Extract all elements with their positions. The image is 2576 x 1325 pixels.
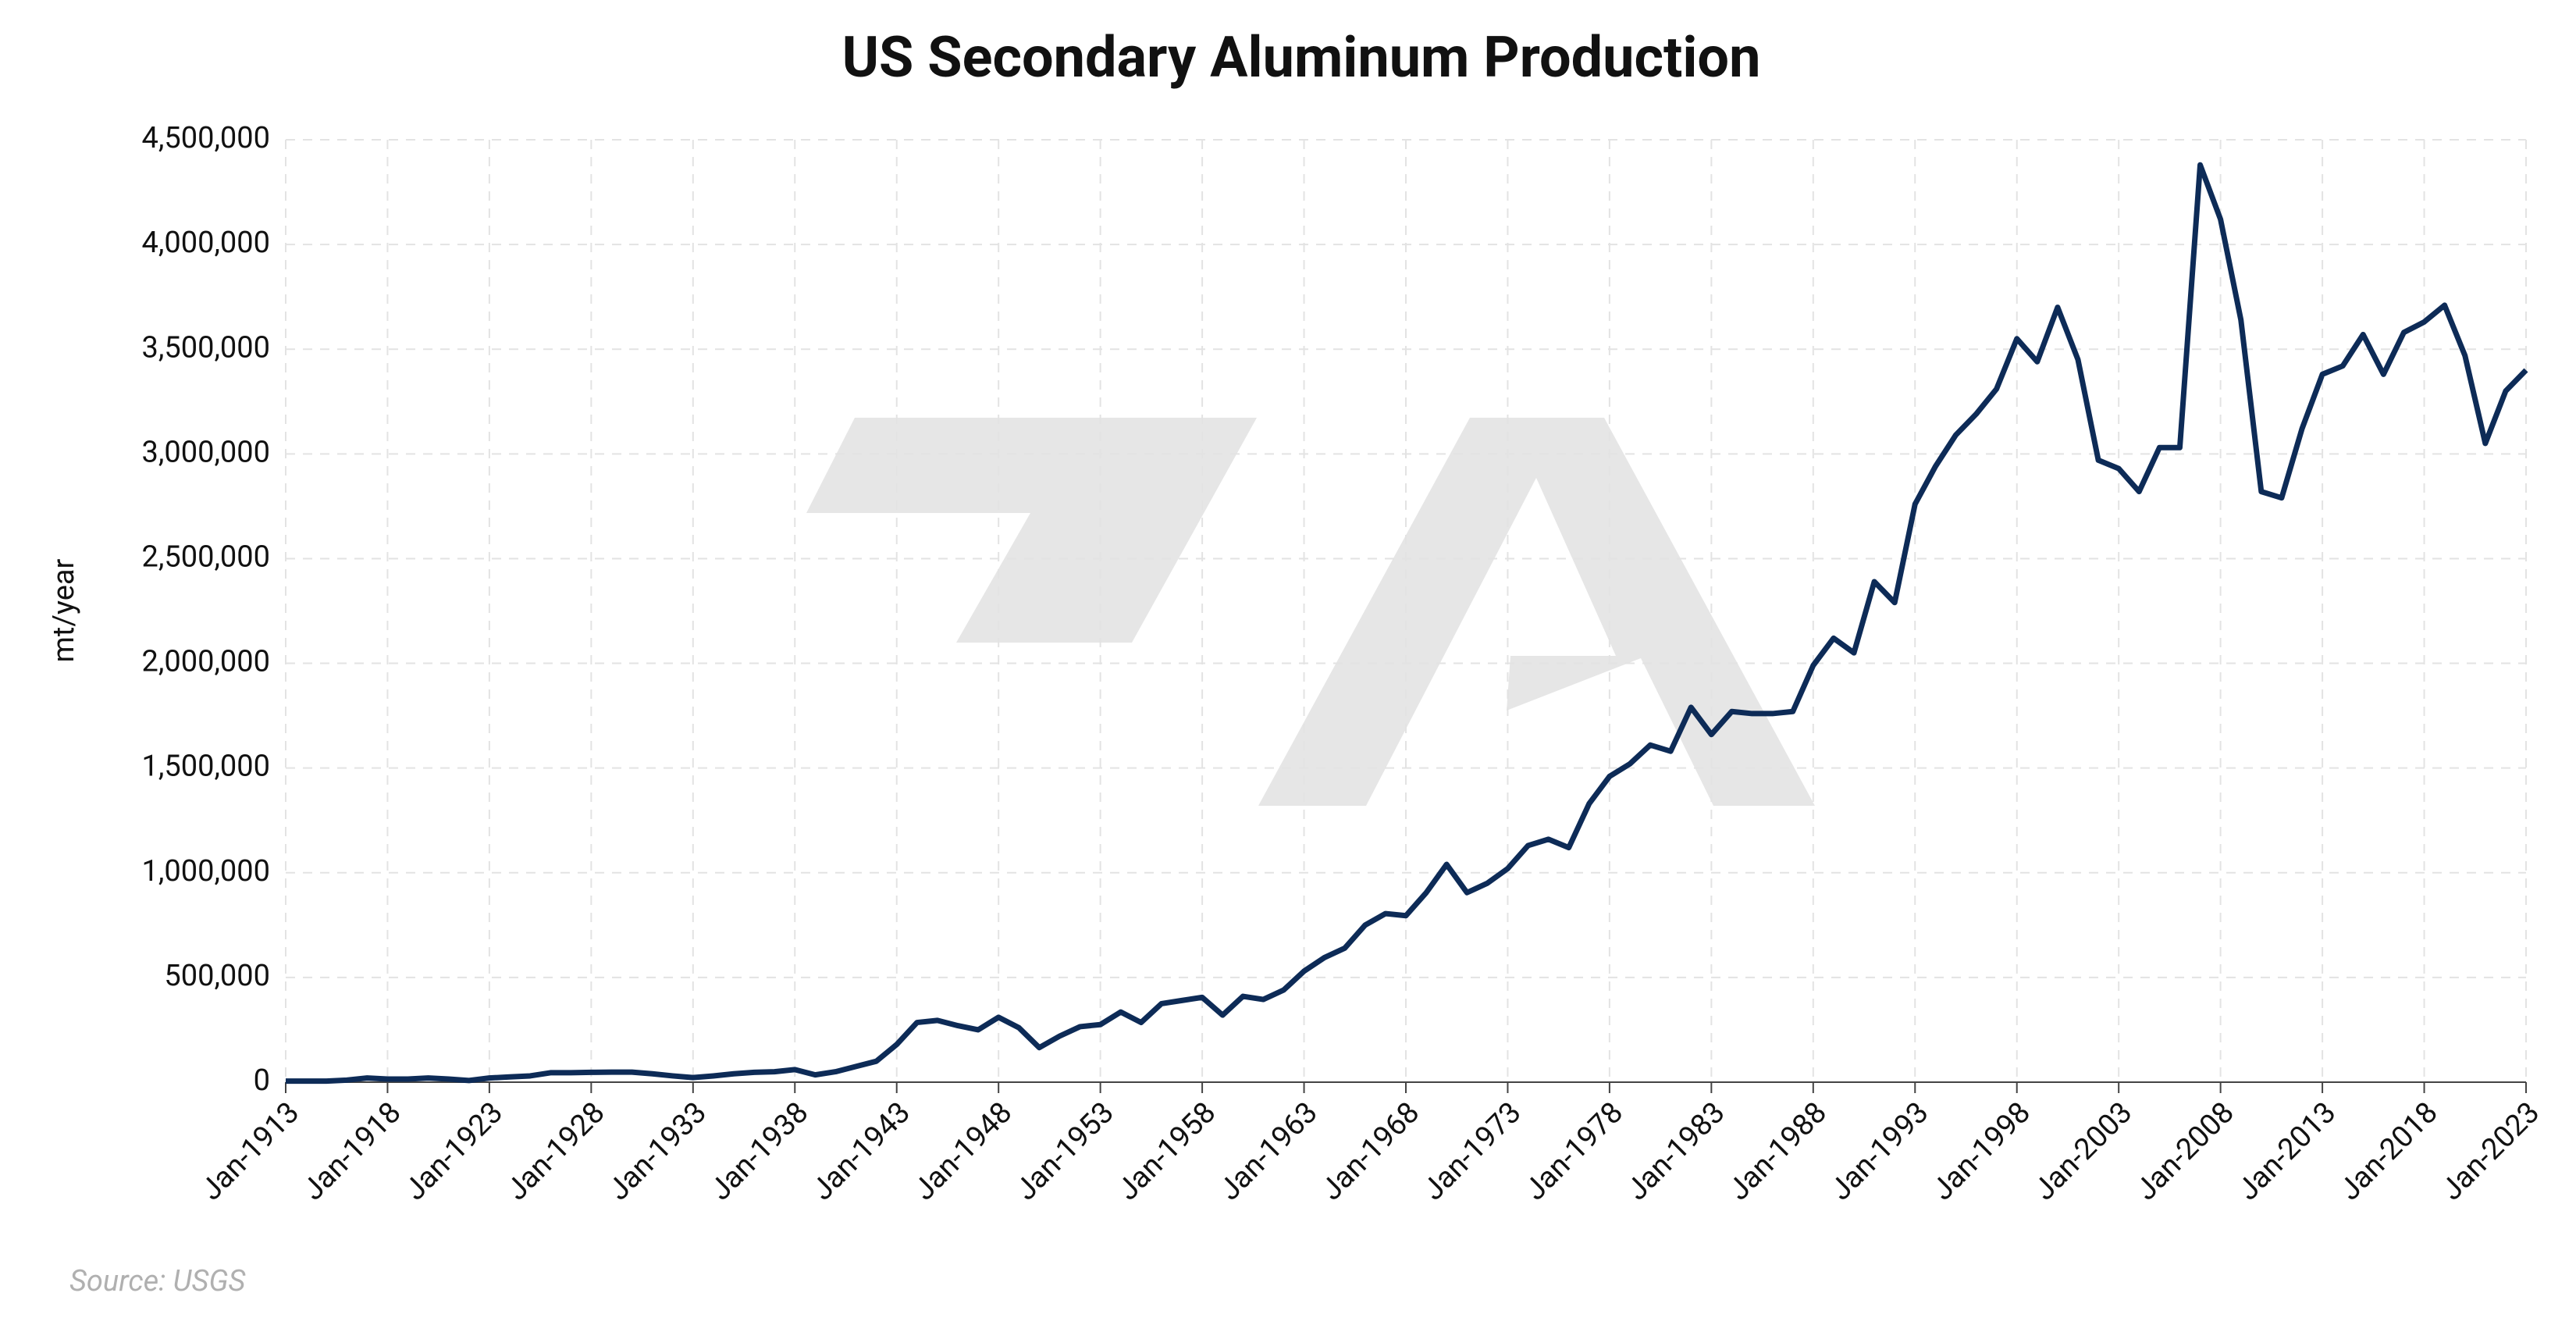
x-tick-label: Jan-1978 — [1518, 1095, 1630, 1207]
y-tick-label: 0 — [254, 1063, 270, 1098]
x-tick-label: Jan-1998 — [1926, 1095, 2037, 1207]
x-tick-label: Jan-1988 — [1722, 1095, 1834, 1207]
y-tick-label: 4,000,000 — [142, 226, 270, 260]
y-tick-label: 1,000,000 — [142, 854, 270, 889]
x-tick-label: Jan-1938 — [703, 1095, 815, 1207]
x-tick-label: Jan-1968 — [1315, 1095, 1426, 1207]
y-tick-label: 3,000,000 — [142, 435, 270, 469]
x-tick-label: Jan-1943 — [806, 1095, 917, 1207]
x-tick-label: Jan-1973 — [1416, 1095, 1528, 1207]
data-line — [286, 162, 2528, 1085]
watermark — [806, 418, 1815, 806]
x-tick-label: Jan-1918 — [296, 1095, 407, 1207]
x-tick-label: Jan-2003 — [2027, 1095, 2139, 1207]
y-tick-label: 2,500,000 — [142, 540, 270, 574]
x-tick-label: Jan-1963 — [1212, 1095, 1324, 1207]
chart-title: US Secondary Aluminum Production — [842, 24, 1761, 91]
x-tick-label: Jan-1953 — [1009, 1095, 1121, 1207]
x-tick-label: Jan-1923 — [398, 1095, 510, 1207]
y-axis-label: mt/year — [47, 558, 81, 662]
x-tick-label: Jan-1993 — [1823, 1095, 1935, 1207]
x-tick-label: Jan-1958 — [1111, 1095, 1222, 1207]
y-tick-label: 2,000,000 — [142, 645, 270, 679]
x-tick-label: Jan-1913 — [194, 1095, 306, 1207]
x-tick-label: Jan-1948 — [907, 1095, 1019, 1207]
x-tick-label: Jan-2013 — [2231, 1095, 2343, 1207]
x-tick-label: Jan-2023 — [2435, 1095, 2546, 1207]
y-tick-label: 1,500,000 — [142, 750, 270, 784]
x-tick-label: Jan-1928 — [500, 1095, 611, 1207]
x-tick-label: Jan-2008 — [2129, 1095, 2241, 1207]
x-tick-label: Jan-1933 — [602, 1095, 713, 1207]
y-tick-label: 500,000 — [164, 959, 270, 993]
x-tick-label: Jan-2018 — [2332, 1095, 2444, 1207]
source: Source: USGS — [69, 1264, 247, 1298]
y-tick-label: 4,500,000 — [142, 121, 270, 155]
x-tick-label: Jan-1983 — [1620, 1095, 1731, 1207]
y-tick-label: 3,500,000 — [142, 330, 270, 365]
